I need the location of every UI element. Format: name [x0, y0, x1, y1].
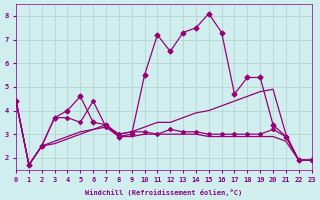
- X-axis label: Windchill (Refroidissement éolien,°C): Windchill (Refroidissement éolien,°C): [85, 189, 243, 196]
